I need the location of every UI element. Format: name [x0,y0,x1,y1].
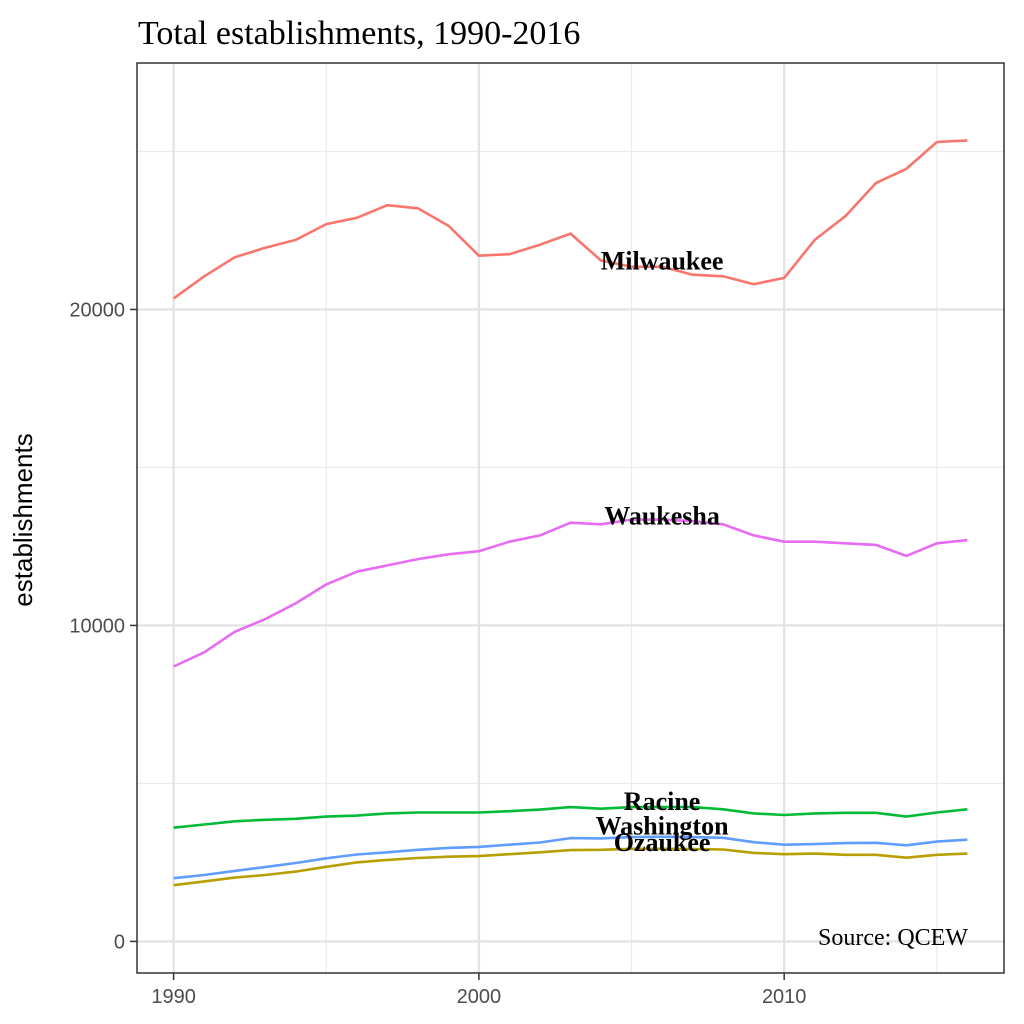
x-axis-ticks: 1990 2000 2010 [151,973,806,1008]
series-lines [172,139,968,887]
series-line-racine [173,805,968,829]
plot-panel-border [136,62,1005,974]
y-tick-label: 10000 [69,615,125,637]
major-gridlines [137,63,1004,973]
y-tick-label: 20000 [69,299,125,321]
minor-gridlines [137,63,1004,973]
series-label-milwaukee: Milwaukee [601,247,724,276]
y-axis-ticks: 0 10000 20000 [69,299,137,953]
series-line-milwaukee [172,139,968,300]
plot-panel [137,63,1004,973]
series-line-waukesha [173,518,968,668]
x-tick-label: 1990 [151,986,196,1008]
source-annotation: Source: QCEW [818,925,968,951]
x-tick-label: 2000 [457,986,502,1008]
x-tick-label: 2010 [762,986,807,1008]
series-label-ozaukee: Ozaukee [614,828,711,857]
y-tick-label: 0 [114,931,125,953]
series-label-waukesha: Waukesha [604,502,720,531]
chart-title: Total establishments, 1990-2016 [138,15,580,52]
series-label-washington: Washington [596,811,729,840]
series-line-ozaukee [173,847,968,887]
series-label-racine: Racine [624,787,701,816]
series-line-washington [173,835,968,880]
y-axis-label: establishments [8,433,38,606]
